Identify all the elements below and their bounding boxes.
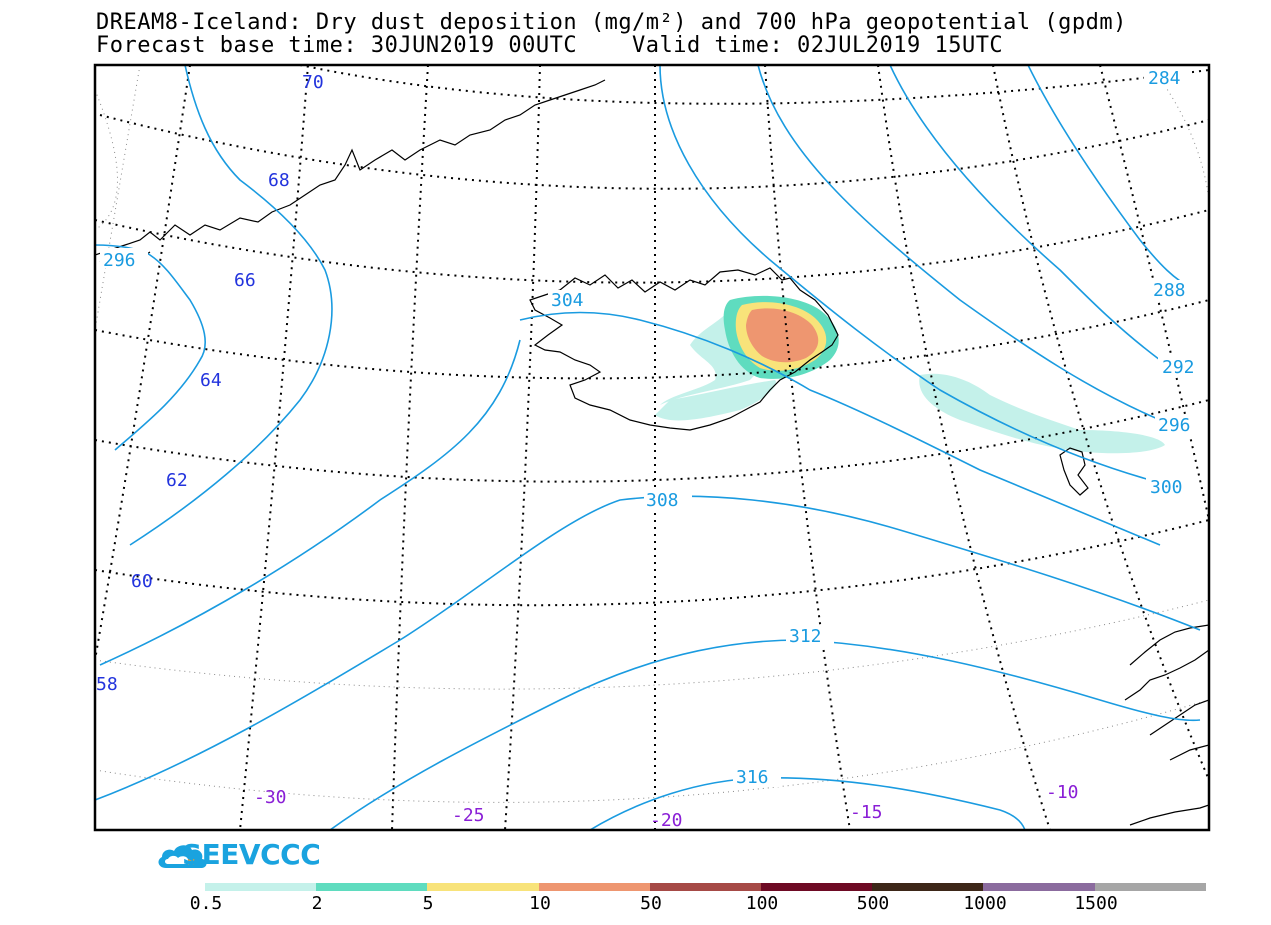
contour-label-316: 316	[736, 767, 769, 788]
contour-label-308: 308	[646, 490, 679, 511]
lat-label-62: 62	[166, 470, 188, 491]
lon-label-20: -20	[650, 810, 683, 831]
contour-label-288: 288	[1153, 280, 1186, 301]
colorbar-bin	[427, 883, 539, 891]
contour-label-292: 292	[1162, 357, 1195, 378]
longitude-meridians	[95, 65, 1209, 830]
latitude-parallels	[95, 65, 1209, 607]
dust-deposition-field	[655, 295, 1165, 454]
colorbar-label: 0.5	[189, 893, 223, 914]
colorbar-label: 2	[311, 893, 323, 914]
colorbar-label: 5	[422, 893, 434, 914]
contour-label-284: 284	[1148, 68, 1181, 89]
colorbar-bin	[1094, 883, 1206, 891]
contour-label-300: 300	[1150, 477, 1183, 498]
colorbar-label: 500	[856, 893, 890, 914]
coastlines	[95, 79, 1209, 826]
geopotential-contours	[95, 65, 1201, 830]
longitude-labels: -30 -25 -20 -15 -10	[254, 782, 1079, 831]
lat-label-70: 70	[302, 72, 324, 93]
colorbar-label: 100	[745, 893, 779, 914]
lat-label-64: 64	[200, 370, 222, 391]
lat-label-66: 66	[234, 270, 256, 291]
seevccc-cloud-logo	[158, 845, 207, 868]
brand-name: SEEVCCC	[182, 838, 321, 871]
lat-label-68: 68	[268, 170, 290, 191]
map-subtitle: Forecast base time: 30JUN2019 00UTC Vali…	[96, 33, 1004, 58]
lon-label-15: -15	[850, 802, 883, 823]
colorbar-label: 1500	[1074, 893, 1118, 914]
contour-labels: 284 288 292 296 300 296 304 308 312 316	[100, 68, 1206, 788]
lon-label-30: -30	[254, 787, 287, 808]
map-frame	[93, 63, 1211, 832]
latitude-labels: 70 68 66 64 62 60 58	[96, 72, 324, 695]
contour-label-296: 296	[1158, 415, 1191, 436]
colorbar-label: 10	[529, 893, 551, 914]
colorbar	[205, 883, 1206, 891]
contour-label-304: 304	[551, 290, 584, 311]
colorbar-label: 1000	[963, 893, 1007, 914]
lat-label-60: 60	[131, 571, 153, 592]
colorbar-bin	[872, 883, 984, 891]
lat-label-58: 58	[96, 674, 118, 695]
colorbar-label: 50	[640, 893, 662, 914]
colorbar-bin	[205, 883, 317, 891]
contour-label-312: 312	[789, 626, 822, 647]
lon-label-25: -25	[452, 805, 485, 826]
map-title: DREAM8-Iceland: Dry dust deposition (mg/…	[96, 10, 1127, 35]
colorbar-bin	[649, 883, 761, 891]
colorbar-bin	[760, 883, 873, 891]
lon-label-10: -10	[1046, 782, 1079, 803]
colorbar-bin	[316, 883, 428, 891]
colorbar-bin	[983, 883, 1095, 891]
contour-label-296-west: 296	[103, 250, 136, 271]
colorbar-bin	[538, 883, 650, 891]
